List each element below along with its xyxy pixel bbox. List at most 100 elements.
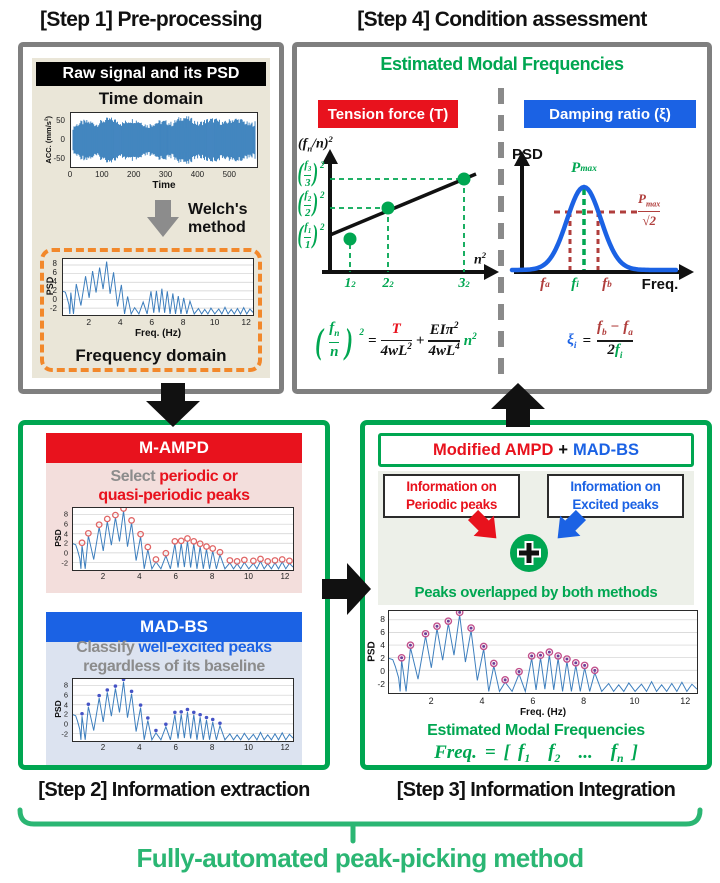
damping-formula: ξi = fb − fa 2fi (567, 318, 633, 362)
tick-label: 4 (63, 699, 68, 709)
tension-ytick-2: ( f2 2 ) 2 (297, 188, 325, 219)
tick-label: 2 (428, 696, 434, 706)
tick-label: 0 (52, 294, 57, 304)
tick-label: 0 (380, 665, 385, 676)
tick-label: 12 (241, 317, 251, 327)
damping-plot-ylabel: PSD (512, 146, 543, 163)
tick-label: 4 (137, 572, 142, 581)
tick-label: 10 (244, 572, 253, 581)
damping-xlabel: Freq. (641, 276, 679, 293)
info-periodic-box: Information on Periodic peaks (383, 474, 520, 518)
tension-plot-ylabel: (fn/n)2 (298, 134, 333, 154)
tick-label: -50 (53, 153, 65, 163)
combined-method-header: Modified AMPD + MAD-BS (378, 433, 694, 467)
blue-arrow-icon (557, 509, 587, 539)
overlap-caption: Peaks overlapped by both methods (414, 583, 658, 601)
freq-vector-formula: Freq. = [ f1 f2 ... fn ] (434, 740, 638, 765)
tick-label: 8 (209, 572, 215, 581)
freq-plot-xticks: 2 4 6 8 10 12 (62, 317, 254, 327)
arrow-step2-to-step3-icon (322, 563, 371, 615)
time-domain-label: Time domain (98, 89, 204, 108)
tick-label: 2 (100, 743, 106, 752)
tick-label: 0 (67, 170, 73, 179)
step4-title: [Step 4] Condition assessment (357, 8, 647, 31)
m-ampd-plot (72, 505, 294, 571)
mad-bs-yticks: 8 6 4 2 0 -2 (56, 678, 69, 742)
time-domain-plot (70, 112, 258, 168)
mad-bs-plot (72, 677, 294, 742)
damping-plot (509, 151, 694, 280)
step3-caption: [Step 3] Information Integration (396, 778, 676, 801)
tick-label: 2 (63, 709, 68, 719)
tick-label: 4 (479, 696, 485, 706)
m-ampd-xticks: 2 4 6 8 10 12 (72, 572, 294, 582)
time-plot-xlabel: Time (152, 179, 176, 191)
tick-label: -2 (49, 303, 57, 313)
arrow-step1-to-step2-icon (146, 383, 200, 427)
tension-xlabel: n2 (474, 250, 487, 268)
tick-label: 6 (52, 268, 57, 278)
integrated-yticks: 8 6 4 2 0 -2 (372, 610, 386, 694)
frequency-domain-label: Frequency domain (75, 346, 227, 365)
tension-plot (322, 149, 499, 280)
welch-method-label: Welch's method (188, 201, 248, 236)
tick-label: 8 (581, 696, 587, 706)
tick-label: 8 (380, 613, 385, 624)
m-ampd-description: Select periodic or quasi-periodic peaks (98, 468, 250, 504)
step2-caption: [Step 2] Information extraction (38, 778, 310, 801)
tick-label: 2 (100, 572, 106, 581)
freq-psd-plot (62, 258, 254, 316)
tick-label: 8 (52, 259, 57, 269)
dashed-divider (498, 88, 504, 378)
tick-label: 50 (56, 116, 65, 126)
tick-label: 12 (680, 696, 691, 706)
tick-label: 8 (209, 743, 215, 752)
tick-label: 4 (52, 277, 57, 287)
welch-down-arrow-icon (147, 200, 179, 237)
integrated-xticks: 2 4 6 8 10 12 (388, 696, 698, 706)
tick-label: 100 (95, 170, 109, 179)
tick-label: 4 (63, 528, 68, 538)
raw-signal-header: Raw signal and its PSD (36, 62, 266, 86)
info-excited-box: Information on Excited peaks (547, 474, 684, 518)
tick-label: 0 (60, 135, 65, 144)
freq-plot-yticks: 8 6 4 2 0 -2 (44, 258, 58, 316)
mad-bs-psd-curve (72, 677, 294, 742)
m-ampd-psd-curve (72, 505, 294, 571)
tick-label: 6 (173, 743, 178, 752)
step1-title: [Step 1] Pre-processing (40, 8, 263, 31)
tick-label: 300 (158, 170, 173, 179)
tick-label: 200 (127, 170, 141, 179)
tick-label: 4 (137, 743, 142, 752)
tick-label: 6 (63, 518, 68, 528)
tick-label: 4 (117, 317, 123, 327)
tick-label: 10 (244, 743, 253, 752)
m-ampd-yticks: 8 6 4 2 0 -2 (56, 507, 69, 571)
footer-caption: Fully-automated peak-picking method (136, 842, 584, 873)
tick-label: 0 (63, 719, 68, 729)
tick-label: 10 (209, 317, 220, 327)
tension-force-badge: Tension force (T) (318, 100, 458, 128)
damping-ratio-badge: Damping ratio (ξ) (524, 100, 696, 128)
time-plot-xticks: 0 100 200 300 400 500 (67, 170, 258, 180)
tension-ytick-1: ( f1 1 ) 2 (297, 220, 325, 251)
tick-label: 2 (86, 317, 92, 327)
time-signal-waveform (72, 116, 256, 164)
tick-label: 0 (63, 548, 68, 558)
tick-label: 6 (530, 696, 536, 706)
tick-label: 2 (380, 652, 385, 663)
estimated-modal-frequencies-label: Estimated Modal Frequencies (427, 722, 645, 739)
tick-label: 2 (63, 538, 68, 548)
tick-label: 12 (280, 572, 290, 581)
tick-label: 4 (380, 639, 385, 650)
mad-bs-header: MAD-BS (46, 612, 302, 642)
tick-label: 8 (63, 680, 68, 690)
